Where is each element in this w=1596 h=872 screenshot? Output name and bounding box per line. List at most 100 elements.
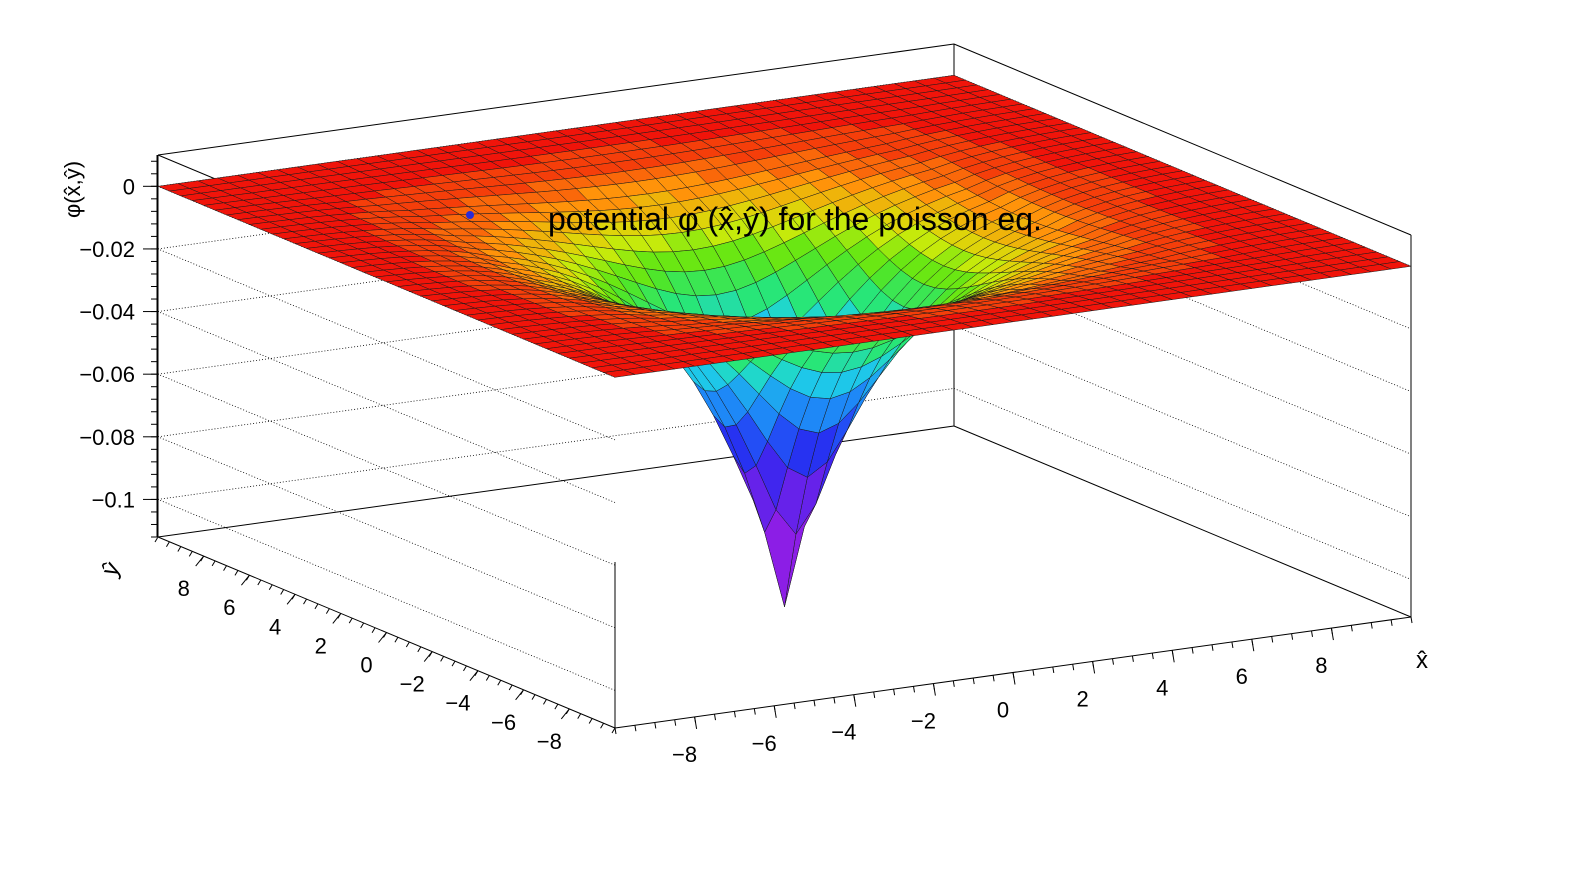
x-axis-minor-tick xyxy=(913,686,915,693)
y-axis-minor-tick xyxy=(223,565,227,571)
y-tick-label: −2 xyxy=(400,672,425,697)
surface-cell xyxy=(602,369,636,378)
x-axis-minor-tick xyxy=(1231,641,1234,649)
y-axis-minor-tick xyxy=(600,722,605,729)
x-axis-minor-tick xyxy=(654,722,657,729)
x-axis-tick xyxy=(1330,628,1334,641)
x-axis-minor-tick xyxy=(1072,664,1075,671)
y-axis-tick xyxy=(195,555,205,567)
x-axis-tick xyxy=(694,716,698,729)
x-axis-minor-tick xyxy=(1191,647,1194,654)
y-axis-minor-tick xyxy=(577,713,582,719)
x-axis-minor-tick xyxy=(952,680,955,687)
z-gridline xyxy=(953,325,1412,518)
y-tick-label: −4 xyxy=(445,691,470,716)
y-axis-minor-tick xyxy=(280,589,285,595)
y-axis-minor-tick xyxy=(211,560,216,567)
y-axis-minor-tick xyxy=(314,603,319,610)
z-gridline xyxy=(157,373,616,566)
z-gridline xyxy=(953,388,1412,580)
y-axis-minor-tick xyxy=(440,656,445,662)
y-axis-minor-tick xyxy=(257,579,262,586)
x-axis-minor-tick xyxy=(634,725,637,732)
y-axis-minor-tick xyxy=(463,665,467,672)
y-axis-minor-tick xyxy=(588,718,593,724)
x-tick-label: −4 xyxy=(831,720,856,745)
y-axis-minor-tick xyxy=(554,703,559,710)
x-tick-label: 6 xyxy=(1236,664,1248,689)
y-tick-label: −6 xyxy=(491,710,516,735)
y-axis-minor-tick xyxy=(268,584,273,591)
x-axis-tick xyxy=(1251,639,1255,652)
y-axis-minor-tick xyxy=(234,570,239,576)
x-axis-minor-tick xyxy=(1271,636,1274,643)
y-axis-minor-tick xyxy=(451,660,456,667)
x-axis-minor-tick xyxy=(714,714,716,721)
x-tick-label: 0 xyxy=(997,698,1009,723)
x-axis-minor-tick xyxy=(992,675,995,682)
y-axis-minor-tick xyxy=(485,675,490,681)
x-axis-tick xyxy=(1092,661,1096,674)
x-axis-minor-tick xyxy=(833,697,836,704)
y-axis-tick xyxy=(423,651,433,662)
y-tick-label: 2 xyxy=(315,633,327,658)
y-axis-tick xyxy=(332,613,342,624)
z-tick-label: −0.08 xyxy=(79,425,135,450)
x-axis-minor-tick xyxy=(753,708,756,715)
z-axis-label: φ(x̂,ŷ) xyxy=(60,161,85,218)
y-axis-tick xyxy=(378,632,387,643)
x-axis-tick xyxy=(932,683,936,696)
x-axis-tick xyxy=(773,705,777,718)
surface-mesh xyxy=(157,75,1412,607)
x-axis-minor-tick xyxy=(1131,655,1134,662)
y-axis-minor-tick xyxy=(348,617,353,624)
x-axis-minor-tick xyxy=(1410,616,1413,624)
y-axis-tick xyxy=(286,593,296,605)
z-tick-label: −0.1 xyxy=(92,487,135,512)
x-axis-minor-tick xyxy=(972,677,975,685)
y-axis-minor-tick xyxy=(531,694,536,700)
x-axis-minor-tick xyxy=(614,727,617,735)
y-axis-tick xyxy=(515,689,524,701)
x-tick-label: 2 xyxy=(1076,686,1088,711)
x-axis-tick xyxy=(853,694,857,707)
x-axis-minor-tick xyxy=(893,689,896,696)
x-axis-minor-tick xyxy=(1112,658,1114,665)
y-axis-minor-tick xyxy=(497,679,502,686)
x-tick-label: −2 xyxy=(911,709,936,734)
y-axis-tick xyxy=(241,574,250,586)
x-tick-label: −8 xyxy=(672,742,697,767)
y-axis-minor-tick xyxy=(417,646,422,653)
x-axis-minor-tick xyxy=(1370,622,1373,629)
y-tick-label: 0 xyxy=(360,653,372,678)
y-axis-minor-tick xyxy=(177,546,182,552)
axes: 0 −0.02 −0.04 −0.06 −0.08 −0.1 8 6 4 2 0 −2 −4 −6 −8 −8… xyxy=(79,155,1413,767)
y-axis-minor-tick xyxy=(360,622,365,629)
y-axis-minor-tick xyxy=(394,637,399,643)
x-axis-minor-tick xyxy=(674,719,677,726)
y-tick-label: −8 xyxy=(537,729,562,754)
x-tick-label: 8 xyxy=(1315,653,1327,678)
x-axis-minor-tick xyxy=(793,702,796,710)
y-axis-minor-tick xyxy=(611,727,616,734)
x-axis-minor-tick xyxy=(1291,633,1294,640)
x-axis-minor-tick xyxy=(873,691,876,699)
y-axis-minor-tick xyxy=(405,641,410,648)
y-tick-label: 8 xyxy=(178,576,190,601)
x-axis-tick xyxy=(1171,650,1175,663)
x-axis-minor-tick xyxy=(733,711,736,718)
frame-edge xyxy=(157,43,955,156)
y-tick-label: 4 xyxy=(269,614,281,639)
y-axis-minor-tick xyxy=(371,627,376,633)
chart-title: potential φ̂ (x̂,ŷ) for the poisson eq. xyxy=(548,201,1042,237)
x-axis-minor-tick xyxy=(813,700,816,707)
z-tick-label: −0.04 xyxy=(79,300,135,325)
x-axis-minor-tick xyxy=(1052,666,1055,674)
y-axis-minor-tick xyxy=(165,541,170,548)
y-axis-minor-tick xyxy=(508,684,513,691)
y-axis-minor-tick xyxy=(325,608,330,614)
frame-edge xyxy=(953,425,1412,618)
x-axis-minor-tick xyxy=(1032,669,1035,676)
y-axis-minor-tick xyxy=(154,536,159,543)
